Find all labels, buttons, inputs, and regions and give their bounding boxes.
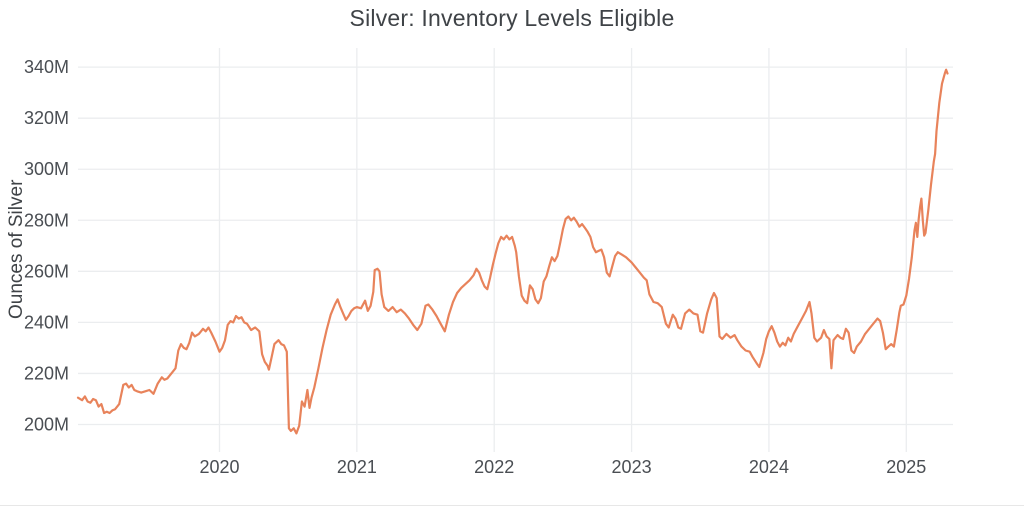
- x-tick-label: 2020: [199, 457, 239, 477]
- x-tick-label: 2022: [474, 457, 514, 477]
- card-bottom-divider: [0, 505, 1024, 506]
- x-tick-label: 2023: [612, 457, 652, 477]
- y-tick-label: 300M: [24, 159, 69, 179]
- y-tick-label: 240M: [24, 312, 69, 332]
- series-line[interactable]: [76, 68, 949, 435]
- y-tick-label: 340M: [24, 57, 69, 77]
- y-tick-label: 200M: [24, 414, 69, 434]
- x-tick-label: 2024: [749, 457, 789, 477]
- y-tick-label: 220M: [24, 363, 69, 383]
- x-tick-label: 2025: [886, 457, 926, 477]
- y-tick-label: 320M: [24, 108, 69, 128]
- y-tick-label: 260M: [24, 261, 69, 281]
- chart-title: Silver: Inventory Levels Eligible: [349, 5, 675, 31]
- y-tick-label: 280M: [24, 210, 69, 230]
- x-tick-label: 2021: [337, 457, 377, 477]
